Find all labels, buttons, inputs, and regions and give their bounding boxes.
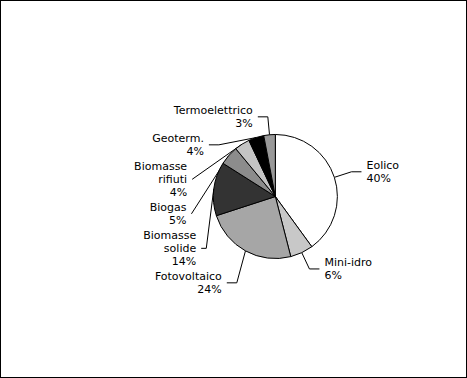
svg-text:Biomasse: Biomasse [143, 229, 196, 242]
svg-text:rifiuti: rifiuti [158, 173, 187, 186]
svg-text:Eolico: Eolico [366, 159, 399, 172]
svg-text:40%: 40% [366, 172, 390, 185]
svg-text:Fotovoltaico: Fotovoltaico [155, 270, 222, 283]
svg-text:4%: 4% [186, 145, 203, 158]
svg-text:24%: 24% [197, 283, 221, 296]
svg-text:Biomasse: Biomasse [134, 160, 187, 173]
svg-text:3%: 3% [235, 117, 252, 130]
svg-text:5%: 5% [169, 214, 186, 227]
svg-text:Mini-idro: Mini-idro [324, 256, 372, 269]
svg-text:4%: 4% [170, 186, 187, 199]
svg-text:solide: solide [164, 242, 197, 255]
svg-text:6%: 6% [324, 269, 341, 282]
svg-text:14%: 14% [172, 255, 196, 268]
svg-text:Termoelettrico: Termoelettrico [173, 104, 253, 117]
svg-text:Biogas: Biogas [150, 201, 187, 214]
svg-text:Geoterm.: Geoterm. [152, 132, 204, 145]
